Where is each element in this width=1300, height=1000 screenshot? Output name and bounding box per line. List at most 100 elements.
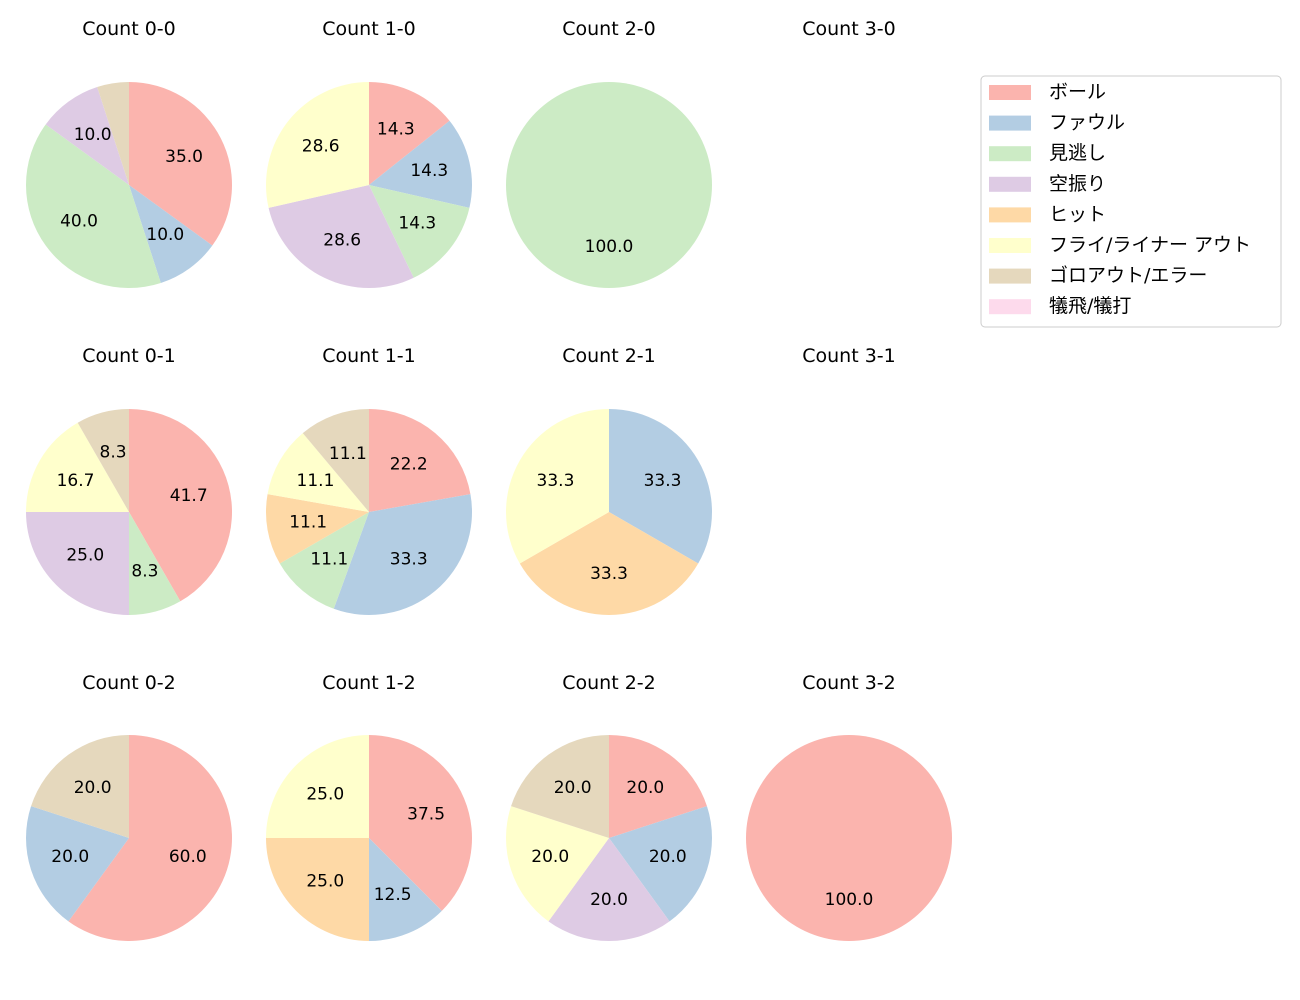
legend-label: 空振り xyxy=(1049,173,1106,195)
pie-slice xyxy=(609,735,707,838)
slice-label: 8.3 xyxy=(100,442,127,462)
slice-label: 8.3 xyxy=(131,562,158,582)
pie-title: Count 2-0 xyxy=(562,18,656,40)
slice-label: 14.3 xyxy=(410,161,448,181)
slice-label: 28.6 xyxy=(302,136,340,156)
pie-count-0-1: Count 0-141.78.325.016.78.3 xyxy=(26,345,232,615)
slice-label: 100.0 xyxy=(585,237,634,257)
legend-label: ボール xyxy=(1049,81,1106,103)
pie-count-1-2: Count 1-2 37.5 12.5 25.0 25.0 xyxy=(266,672,472,941)
pie-count-2-0: Count 2-0 100.0 xyxy=(506,18,712,288)
slice-label: 41.7 xyxy=(170,486,208,506)
pie-slice xyxy=(26,422,129,512)
slice-label: 60.0 xyxy=(169,847,207,867)
pie-slice xyxy=(302,409,369,512)
slice-label: 12.5 xyxy=(374,885,412,905)
slice-label: 20.0 xyxy=(626,778,664,798)
pie-slice xyxy=(129,512,181,615)
pie-count-0-2: Count 0-2 60.0 20.0 20.0 xyxy=(26,672,232,941)
slice-label: 20.0 xyxy=(554,778,592,798)
legend-swatch xyxy=(989,115,1031,131)
pie-count-3-0: Count 3-0 xyxy=(802,18,896,40)
pie-slice xyxy=(26,512,129,615)
slice-label: 11.1 xyxy=(329,444,367,464)
pie-slice xyxy=(266,82,369,208)
legend-label: ファウル xyxy=(1049,112,1125,134)
pie-slice xyxy=(369,838,442,941)
pie-slice xyxy=(266,735,369,838)
legend-label: ヒット xyxy=(1049,203,1106,225)
pie-title: Count 2-1 xyxy=(562,345,656,367)
legend-item: ファウル xyxy=(989,112,1125,134)
pie-slice xyxy=(506,409,609,564)
pie-title: Count 2-2 xyxy=(562,672,656,694)
pie-count-2-2: Count 2-2 20.0 20.0 20.0 20.0 20.0 xyxy=(506,672,712,941)
legend-item: ボール xyxy=(989,81,1106,103)
slice-label: 33.3 xyxy=(390,549,428,569)
legend-swatch xyxy=(989,176,1031,192)
legend-item: ヒット xyxy=(989,203,1106,225)
legend-item: フライ/ライナー アウト xyxy=(989,234,1251,256)
legend-swatch xyxy=(989,85,1031,100)
legend-label: ゴロアウト/エラー xyxy=(1049,265,1207,287)
legend-swatch xyxy=(989,146,1031,162)
pie-slice xyxy=(266,838,369,941)
pie-slice xyxy=(68,735,232,941)
slice-label: 20.0 xyxy=(51,847,89,867)
slice-label: 20.0 xyxy=(649,847,687,867)
pie-slice xyxy=(548,838,670,941)
pie-slice xyxy=(26,124,161,289)
slice-label: 25.0 xyxy=(306,784,344,804)
slice-label: 28.6 xyxy=(323,231,361,251)
pie-slice xyxy=(279,512,369,609)
pie-slice xyxy=(369,82,450,185)
pie-slice xyxy=(268,185,414,288)
pie-slice xyxy=(31,735,129,838)
pie-slice xyxy=(369,409,471,512)
legend-item: 犠飛/犠打 xyxy=(989,295,1131,317)
pie-title: Count 3-0 xyxy=(802,18,896,40)
legend-label: フライ/ライナー アウト xyxy=(1049,234,1251,256)
pie-slice xyxy=(369,735,472,911)
pie-slice xyxy=(369,185,470,278)
pie-slice xyxy=(267,433,369,512)
pie-title: Count 1-2 xyxy=(322,672,416,694)
slice-label: 11.1 xyxy=(289,513,327,533)
pie-count-0-0: Count 0-0 35.0 10.0 40.0 10.0 xyxy=(26,18,232,289)
legend-item: ゴロアウト/エラー xyxy=(989,265,1207,287)
slice-label: 25.0 xyxy=(306,872,344,892)
pie-slice xyxy=(519,512,699,615)
pie-title: Count 0-1 xyxy=(82,345,176,367)
pie-slice xyxy=(77,409,129,512)
legend-item: 空振り xyxy=(989,173,1106,195)
pie-slice xyxy=(26,806,130,922)
slice-label: 10.0 xyxy=(74,125,112,145)
slice-label: 33.3 xyxy=(590,564,628,584)
slice-label: 25.0 xyxy=(66,546,104,566)
pie-count-2-1: Count 2-1 33.3 33.3 33.3 xyxy=(506,345,712,615)
pie-slice xyxy=(369,120,472,208)
slice-label: 16.7 xyxy=(57,471,95,491)
pie-count-1-0: Count 1-0 14.3 14.3 14.3 28.6 28.6 xyxy=(266,18,472,288)
slice-label: 14.3 xyxy=(398,214,436,234)
pie-slice xyxy=(506,82,712,288)
slice-label: 10.0 xyxy=(146,225,184,245)
pie-title: Count 3-2 xyxy=(802,672,896,694)
slice-label: 11.1 xyxy=(310,549,348,569)
pie-title: Count 0-0 xyxy=(82,18,176,40)
legend-frame xyxy=(980,75,1282,328)
pie-slice xyxy=(609,409,712,564)
pie-slice xyxy=(129,82,232,246)
pie-slice xyxy=(609,806,712,922)
slice-label: 14.3 xyxy=(377,119,415,139)
slice-label: 40.0 xyxy=(60,211,98,231)
pie-slice xyxy=(746,735,952,941)
slice-label: 33.3 xyxy=(537,471,575,491)
pie-title: Count 1-0 xyxy=(322,18,416,40)
legend-item: 見逃し xyxy=(989,142,1106,164)
pie-title: Count 0-2 xyxy=(82,672,176,694)
legend-label: 犠飛/犠打 xyxy=(1049,295,1131,317)
pie-slice xyxy=(129,185,213,283)
